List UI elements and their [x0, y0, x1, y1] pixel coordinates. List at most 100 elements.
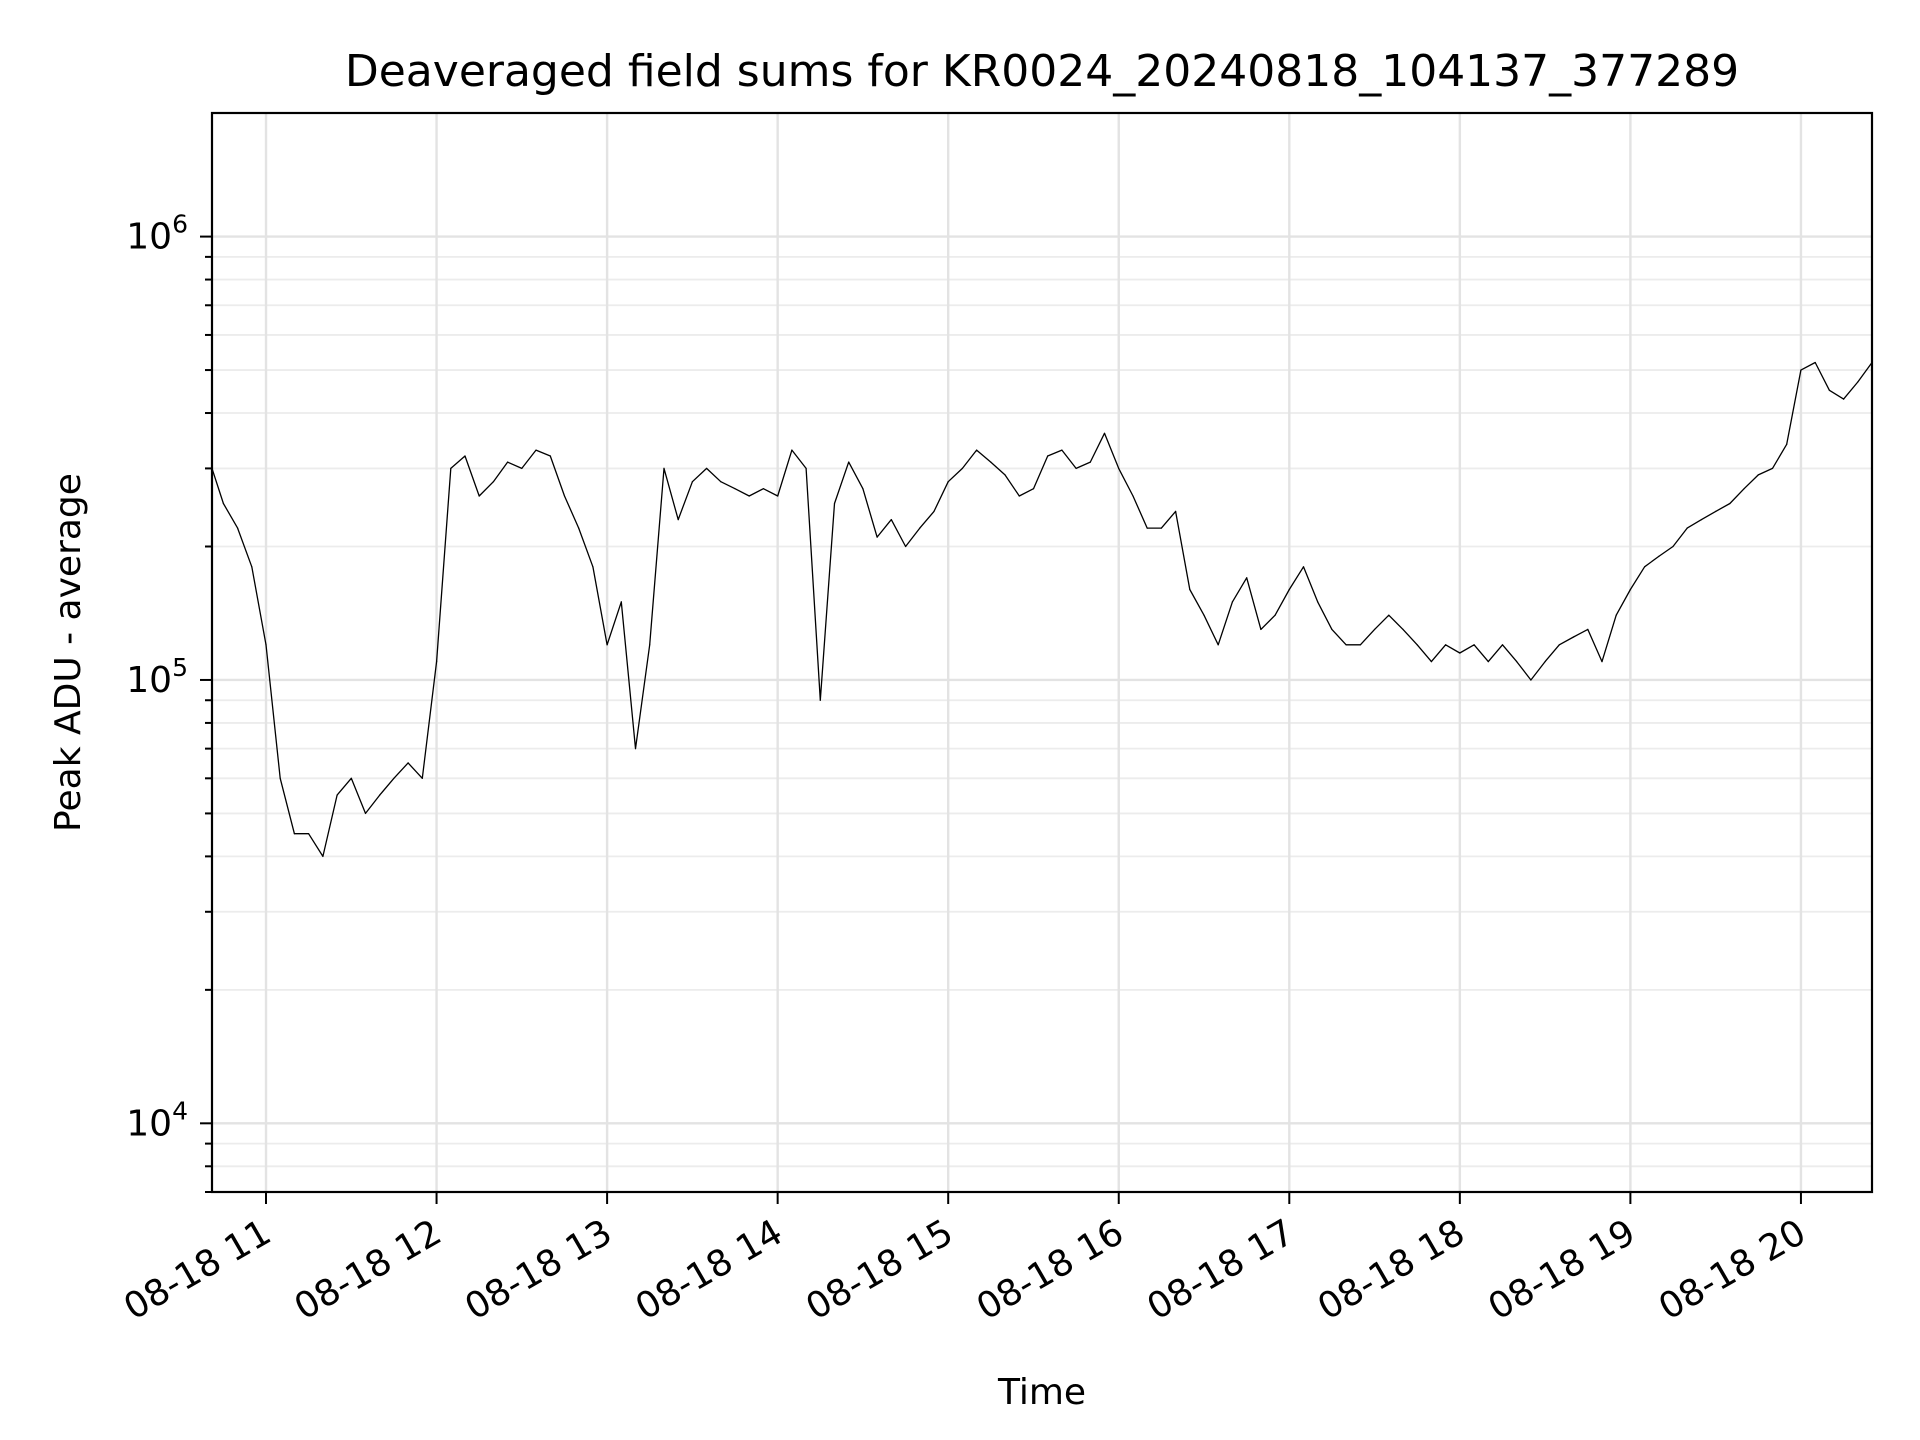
data-point — [1501, 644, 1504, 646]
data-point — [848, 461, 850, 463]
data-point — [1587, 628, 1589, 631]
data-point — [1615, 614, 1617, 616]
data-point — [1231, 601, 1233, 603]
data-point — [507, 461, 509, 463]
data-point — [1345, 644, 1347, 646]
data-point — [1402, 628, 1404, 631]
data-point — [791, 449, 793, 451]
data-point — [308, 833, 310, 835]
data-point — [1658, 555, 1660, 558]
data-point — [1771, 467, 1774, 469]
data-point — [379, 794, 381, 796]
data-point — [1331, 628, 1333, 631]
data-point — [1175, 510, 1177, 512]
data-point — [1729, 502, 1731, 505]
y-tick-label: 105 — [126, 653, 188, 701]
data-point — [492, 481, 494, 483]
data-point — [1246, 577, 1248, 579]
data-point — [336, 794, 338, 796]
data-point — [1032, 488, 1035, 490]
data-point — [535, 449, 537, 451]
data-point — [1857, 381, 1859, 383]
data-point — [1629, 588, 1631, 591]
data-point — [748, 495, 750, 497]
x-tick-label: 08-18 11 — [117, 1212, 278, 1328]
data-point — [549, 455, 551, 457]
data-point — [364, 812, 367, 815]
data-point — [1118, 467, 1120, 469]
data-point — [1558, 644, 1560, 646]
y-tick-label: 104 — [126, 1096, 188, 1144]
series-line — [211, 361, 1873, 858]
data-point — [1018, 495, 1020, 497]
data-point — [1004, 474, 1006, 476]
data-point — [1700, 519, 1703, 521]
data-point — [691, 481, 694, 483]
y-tick-label: 106 — [126, 210, 188, 258]
data-point — [1217, 644, 1219, 646]
data-point — [1089, 461, 1091, 463]
data-point — [1445, 644, 1447, 646]
data-point — [947, 481, 949, 483]
series-layer — [211, 361, 1873, 858]
data-point — [251, 566, 253, 568]
data-point — [1103, 432, 1106, 434]
data-point — [1075, 467, 1077, 469]
data-point — [933, 510, 935, 512]
data-point — [592, 566, 594, 568]
data-point — [720, 481, 722, 483]
data-point — [1260, 628, 1262, 631]
data-point — [322, 855, 324, 858]
axis-ticks: 104 105 106 08-18 11 08-18 12 08-18 13 08-18 1… — [117, 210, 1813, 1329]
data-point — [734, 488, 736, 490]
data-point — [563, 495, 566, 497]
x-tick-label: 08-18 13 — [458, 1212, 619, 1328]
data-point — [1189, 588, 1191, 591]
data-point — [1644, 566, 1646, 568]
data-point — [279, 777, 281, 779]
data-point — [393, 777, 395, 779]
data-point — [777, 495, 779, 497]
data-point — [1146, 527, 1148, 529]
data-point — [1302, 566, 1305, 568]
data-point — [450, 467, 452, 469]
data-point — [1047, 455, 1049, 457]
data-point — [1672, 545, 1674, 548]
data-point — [1288, 588, 1290, 591]
x-tick-label: 08-18 19 — [1482, 1212, 1643, 1328]
data-point — [1800, 369, 1802, 371]
data-point — [1743, 488, 1745, 490]
data-point — [1516, 661, 1518, 663]
grid-lines — [212, 113, 1872, 1193]
data-point — [478, 495, 480, 497]
data-point — [1814, 361, 1816, 364]
data-point — [265, 644, 267, 646]
data-point — [1487, 661, 1489, 663]
data-point — [905, 545, 907, 548]
x-tick-label: 08-18 15 — [799, 1212, 960, 1328]
data-point — [1430, 661, 1432, 663]
data-point — [819, 699, 821, 701]
chart-title: Deaveraged field sums for KR0024_2024081… — [345, 46, 1739, 97]
data-point — [620, 601, 622, 603]
data-point — [1374, 628, 1376, 631]
data-point — [663, 467, 665, 469]
data-point — [677, 519, 679, 521]
data-point — [890, 519, 892, 521]
x-tick-label: 08-18 12 — [288, 1212, 449, 1328]
data-point — [237, 527, 239, 529]
x-tick-label: 08-18 18 — [1311, 1212, 1472, 1328]
data-point — [961, 467, 964, 469]
data-point — [1203, 614, 1205, 616]
plot-frame — [210, 111, 1874, 1194]
data-point — [1317, 601, 1319, 603]
data-point — [1572, 636, 1575, 638]
data-point — [1459, 652, 1461, 654]
x-tick-label: 08-18 20 — [1652, 1212, 1813, 1328]
data-point — [833, 502, 836, 505]
x-tick-label: 08-18 16 — [970, 1212, 1131, 1328]
data-point — [606, 644, 608, 646]
data-point — [222, 502, 224, 505]
data-point — [1544, 661, 1546, 663]
data-point — [1061, 449, 1063, 451]
